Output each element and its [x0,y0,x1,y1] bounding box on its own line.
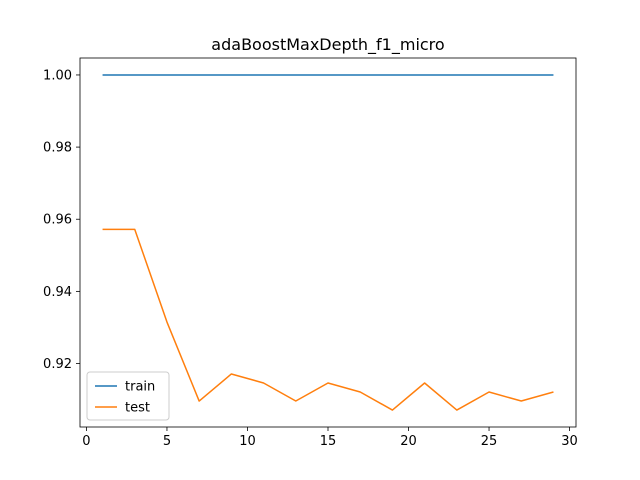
chart-title: adaBoostMaxDepth_f1_micro [211,35,444,55]
axes: 0 5 10 15 20 25 30 0.92 0.94 0.96 0.98 1.00 [43,57,578,449]
legend-label-train: train [125,380,155,395]
y-tick-label: 0.92 [43,357,72,372]
x-tick-label: 0 [82,434,90,449]
y-tick-label: 0.94 [43,285,72,300]
x-tick-label: 25 [481,434,498,449]
x-tick-label: 30 [561,434,578,449]
y-tick-label: 1.00 [43,68,72,83]
x-tick-label: 5 [163,434,171,449]
legend-label-test: test [125,401,150,416]
series-line-test [102,228,554,411]
x-tick-label: 20 [400,434,417,449]
legend: train test [86,371,170,421]
x-tick-label: 10 [239,434,256,449]
y-tick-label: 0.96 [43,213,72,228]
y-tick-label: 0.98 [43,141,72,156]
x-tick-label: 15 [320,434,337,449]
plot-area [102,74,554,411]
legend-box [86,371,170,421]
